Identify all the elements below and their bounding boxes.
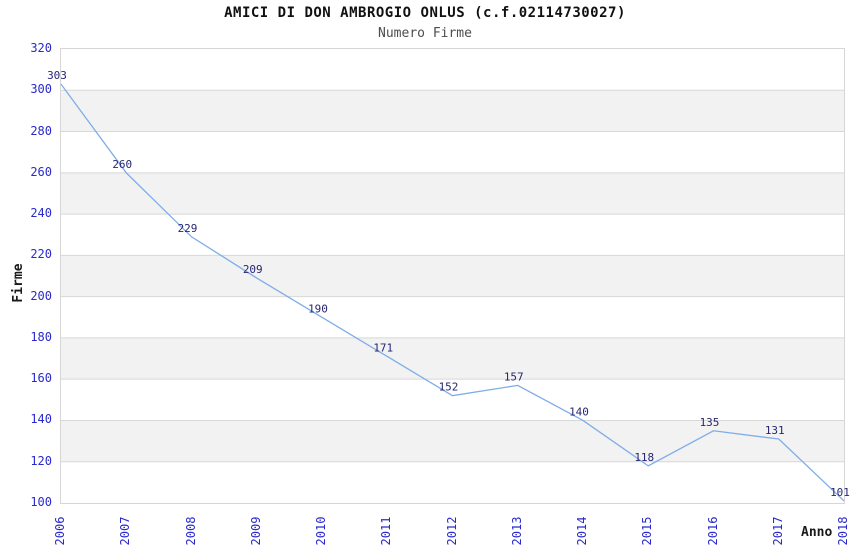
plot-band bbox=[61, 172, 844, 215]
y-tick-label: 260 bbox=[30, 164, 52, 179]
y-tick-label: 140 bbox=[30, 412, 52, 427]
x-tick-label: 2009 bbox=[248, 516, 263, 546]
x-tick-label: 2010 bbox=[314, 516, 328, 546]
x-tick-label: 2015 bbox=[640, 516, 655, 546]
chart-subtitle: Numero Firme bbox=[378, 26, 472, 41]
chart-canvas: 303 260 229 209 190 171 152 157 140 118 135 131 101 bbox=[47, 49, 850, 503]
plot-band bbox=[61, 49, 844, 91]
y-tick-label: 200 bbox=[30, 288, 52, 303]
data-point-label: 118 bbox=[634, 451, 654, 464]
x-tick-label: 2012 bbox=[444, 516, 459, 546]
data-point-label: 260 bbox=[112, 158, 132, 171]
y-tick-label: 100 bbox=[30, 495, 52, 509]
plot-band bbox=[61, 90, 844, 132]
data-point-label: 135 bbox=[700, 416, 720, 429]
data-point-label: 229 bbox=[178, 222, 198, 235]
data-point-label: 152 bbox=[439, 381, 459, 394]
y-tick-label: 220 bbox=[30, 247, 52, 262]
plot-band bbox=[61, 461, 844, 503]
y-tick-label: 120 bbox=[30, 453, 52, 468]
plot-band bbox=[61, 131, 844, 173]
line-series bbox=[60, 83, 845, 502]
data-point-label: 140 bbox=[569, 405, 589, 418]
y-tick-label: 280 bbox=[30, 123, 52, 138]
plot-band bbox=[61, 337, 844, 380]
data-point-label: 190 bbox=[308, 302, 328, 315]
x-tick-label: 2013 bbox=[509, 516, 524, 546]
x-tick-label: 2016 bbox=[705, 516, 720, 546]
y-tick-label: 180 bbox=[30, 329, 52, 344]
y-tick-label: 300 bbox=[30, 82, 52, 97]
chart-title: AMICI DI DON AMBROGIO ONLUS (c.f.0211473… bbox=[224, 5, 626, 21]
y-tick-label: 320 bbox=[30, 41, 52, 55]
y-tick-label: 240 bbox=[30, 206, 52, 221]
x-tick-label: 2018 bbox=[836, 516, 850, 546]
y-tick-label: 160 bbox=[30, 371, 52, 386]
plot-band bbox=[61, 214, 844, 256]
plot-area: 303 260 229 209 190 171 152 157 140 118 135 131 101 bbox=[47, 48, 850, 504]
data-point-label: 303 bbox=[47, 69, 67, 82]
plot-band bbox=[61, 379, 844, 421]
x-tick-label: 2017 bbox=[770, 516, 785, 546]
plot-band bbox=[61, 296, 844, 338]
data-point-label: 209 bbox=[243, 263, 263, 276]
x-tick-label: 2014 bbox=[575, 516, 589, 546]
plot-band bbox=[61, 420, 844, 462]
x-tick-label: 2007 bbox=[118, 516, 133, 546]
data-point-label: 157 bbox=[504, 370, 524, 383]
x-tick-label: 2011 bbox=[379, 516, 394, 546]
plot-band bbox=[61, 255, 844, 297]
x-axis-title: Anno bbox=[801, 525, 833, 540]
data-point-label: 101 bbox=[830, 486, 850, 499]
x-tick-label: 2008 bbox=[183, 516, 198, 546]
data-point-label: 171 bbox=[373, 341, 393, 354]
data-point-label: 131 bbox=[765, 424, 785, 437]
x-tick-label: 2006 bbox=[53, 516, 67, 546]
